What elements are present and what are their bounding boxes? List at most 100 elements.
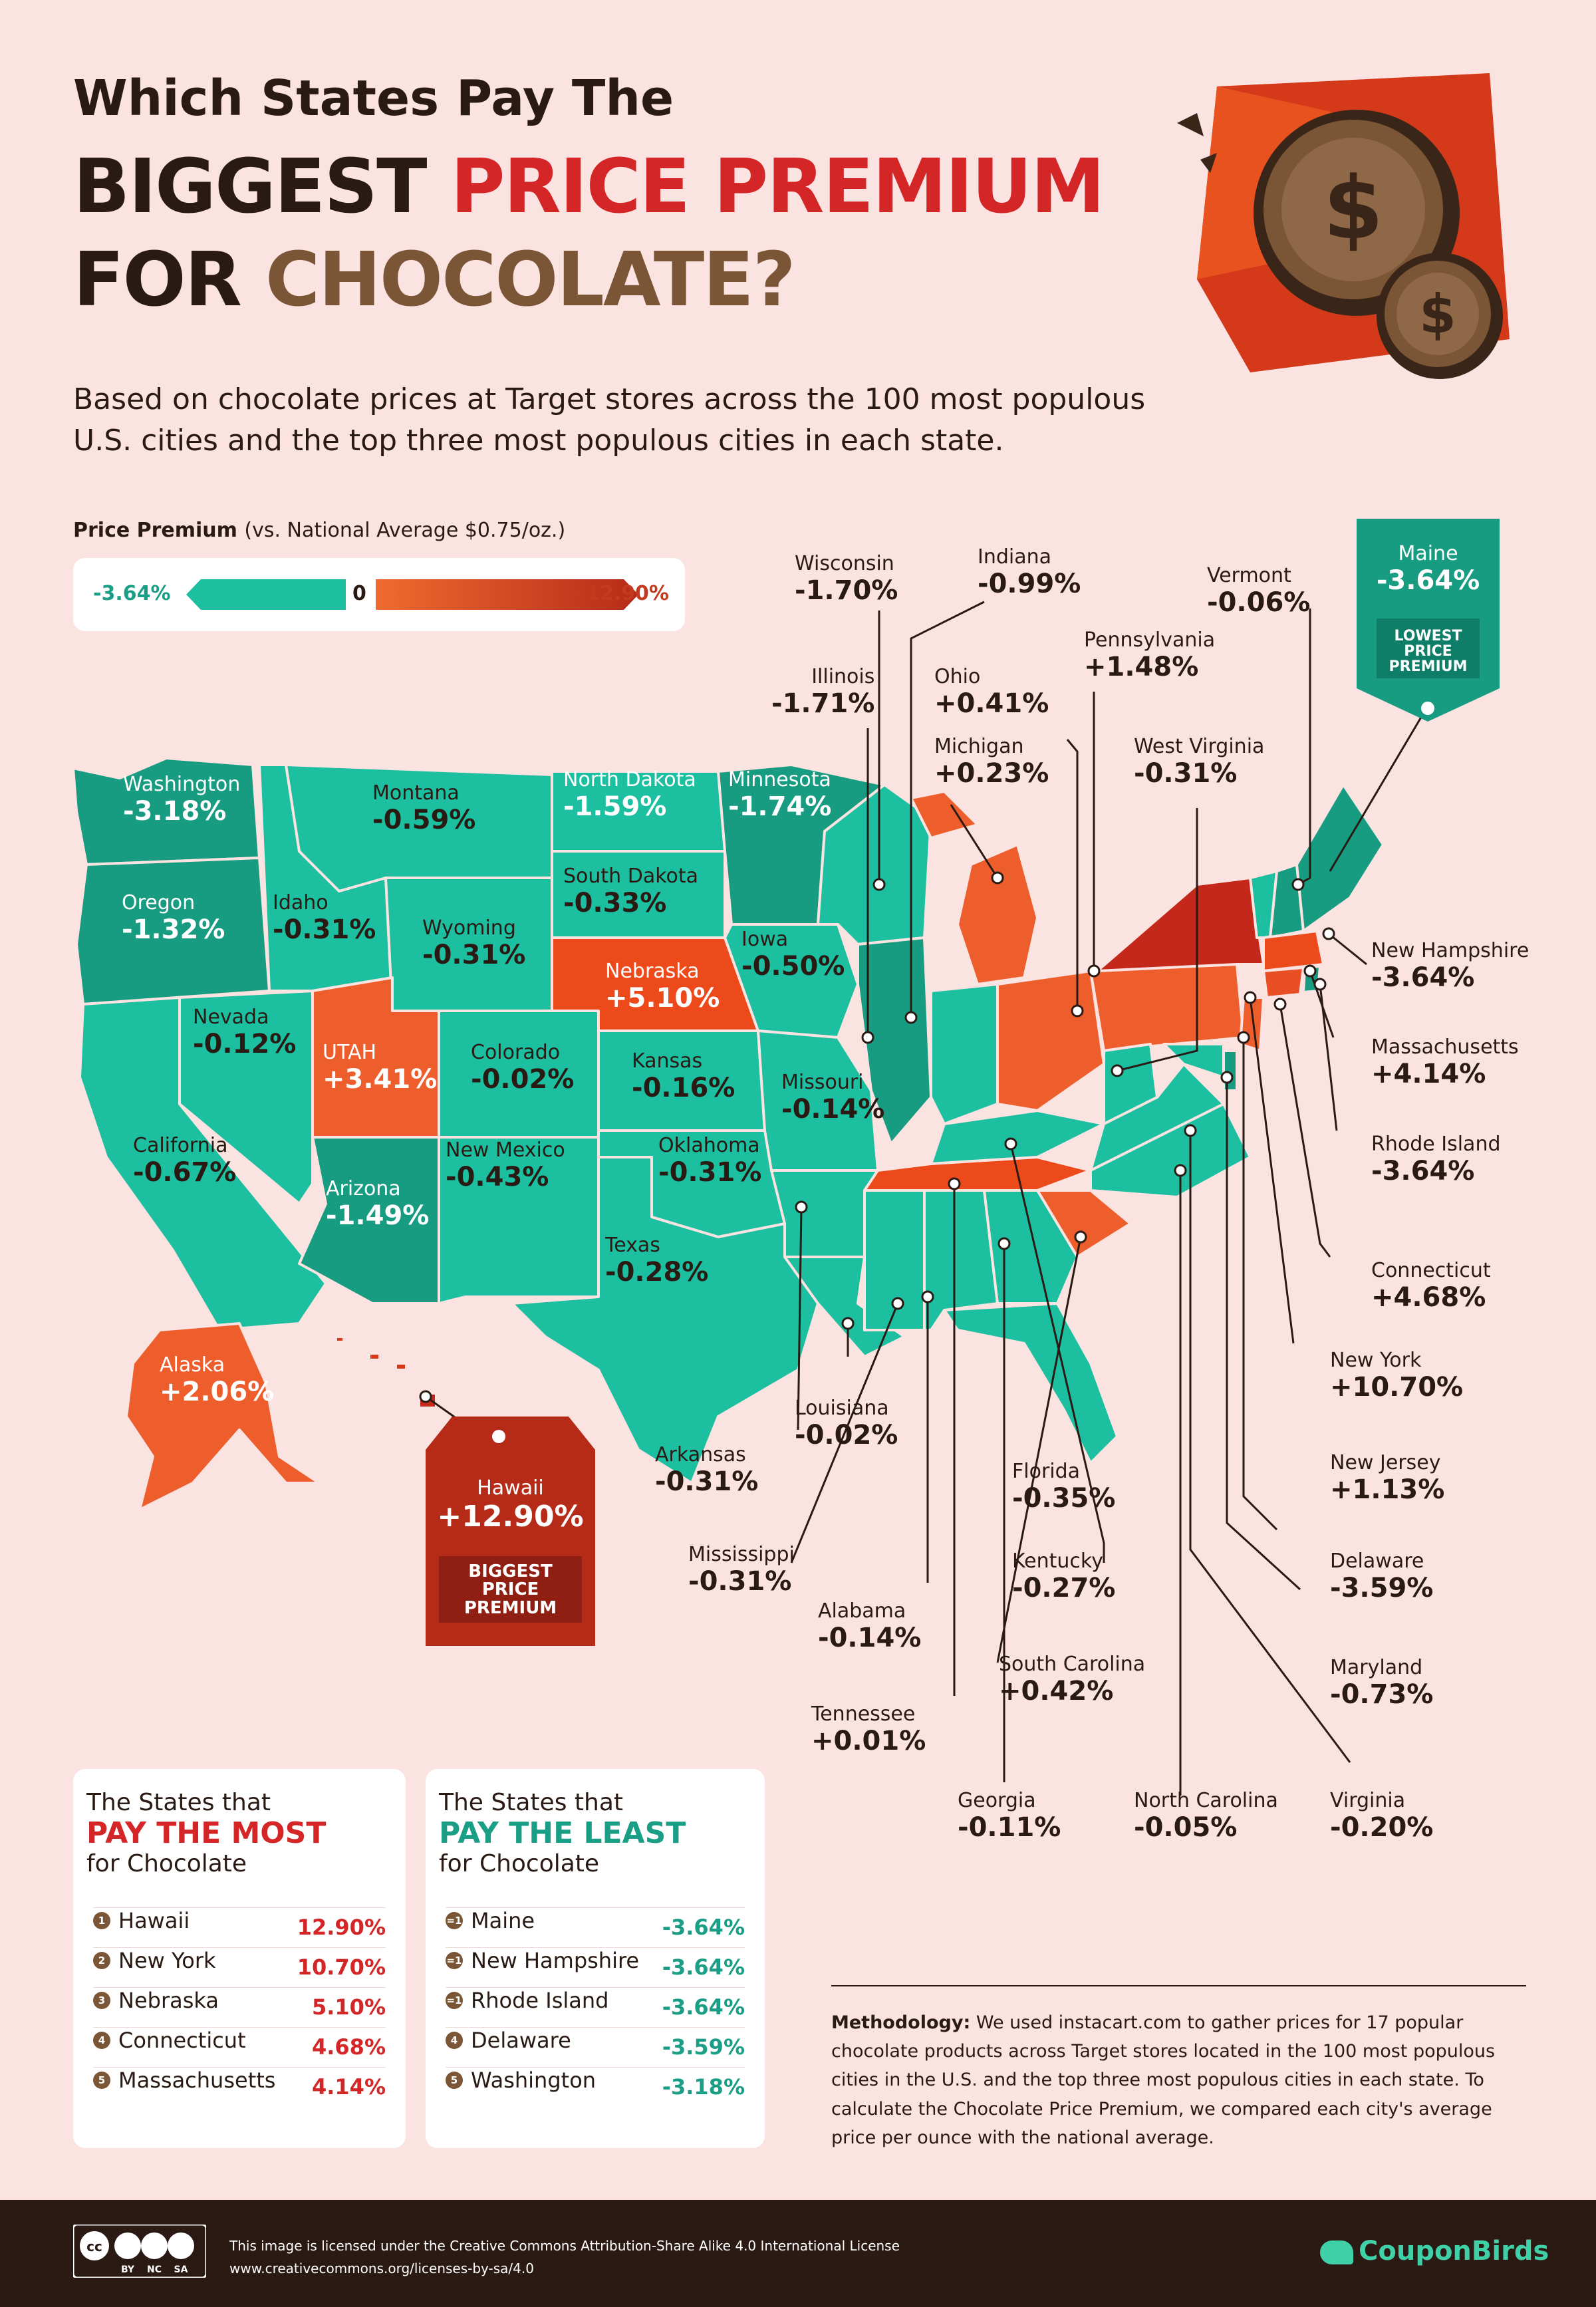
state-new-york — [1096, 877, 1265, 972]
legend-scale: -3.64% 0 +12.90% — [73, 558, 685, 631]
leader-line — [790, 1303, 899, 1563]
card-pay-most: The States that PAY THE MOST for Chocola… — [73, 1769, 406, 2148]
state-tennessee — [863, 1156, 1092, 1192]
label-wisconsin: Wisconsin -1.70% — [795, 552, 898, 606]
leader-dot — [1322, 927, 1335, 940]
label-pennsylvania: Pennsylvania +1.48% — [1084, 628, 1216, 682]
legend-teal-arrow — [186, 579, 346, 610]
leader-dot — [1291, 878, 1305, 891]
label-texas: Texas -0.28% — [605, 1234, 709, 1288]
label-louisiana: Louisiana -0.02% — [795, 1397, 898, 1450]
state-texas — [511, 1156, 819, 1484]
label-montana: Montana -0.59% — [372, 781, 476, 835]
label-nebraska: Nebraska +5.10% — [605, 960, 720, 1014]
label-kentucky: Kentucky -0.27% — [1012, 1550, 1116, 1603]
label-indiana: Indiana -0.99% — [978, 545, 1081, 599]
leader-dot — [1220, 1071, 1234, 1084]
cc-license-icon: cc BY NC SA — [73, 2225, 206, 2278]
leader-line — [996, 1236, 1082, 1663]
label-idaho: Idaho -0.31% — [273, 891, 376, 945]
label-hawaii: Hawaii +12.90% — [437, 1476, 584, 1534]
state-delaware — [1222, 1049, 1238, 1092]
label-oregon: Oregon -1.32% — [122, 891, 225, 945]
leader-dot — [1174, 1164, 1187, 1177]
label-washington: Washington -3.18% — [123, 773, 241, 827]
state-massachusetts — [1262, 930, 1325, 972]
leader-dot — [419, 1390, 432, 1403]
leader-dot — [861, 1031, 874, 1044]
state-illinois — [857, 936, 932, 1145]
label-rhode-island: Rhode Island -3.64% — [1371, 1133, 1501, 1186]
label-alaska: Alaska +2.06% — [160, 1353, 275, 1407]
sa-icon — [168, 2233, 194, 2259]
leader-line — [1249, 997, 1295, 1344]
leader-dot — [1303, 964, 1317, 978]
list-item: 4 Connecticut 4.68% — [93, 2027, 386, 2065]
label-colorado: Colorado -0.02% — [471, 1041, 575, 1095]
tag-hole-icon — [1421, 702, 1434, 715]
state-florida — [943, 1302, 1119, 1464]
title-line-2: BIGGEST PRICE PREMIUM — [73, 144, 1105, 230]
title-line-3: FOR CHOCOLATE? — [73, 237, 796, 323]
state-maine — [1295, 783, 1385, 932]
leader-dot — [841, 1317, 855, 1330]
leader-dot — [921, 1290, 934, 1303]
label-massachusetts: Massachusetts +4.14% — [1371, 1035, 1519, 1089]
label-new-mexico: New Mexico -0.43% — [446, 1139, 565, 1192]
leader-dot — [1184, 1124, 1197, 1137]
state-north-carolina — [1089, 1103, 1252, 1198]
label-kansas: Kansas -0.16% — [632, 1049, 735, 1103]
label-arkansas: Arkansas -0.31% — [655, 1443, 759, 1497]
leader-line — [1226, 1077, 1301, 1591]
leader-dot — [948, 1177, 961, 1190]
leader-line — [1117, 808, 1198, 1072]
leader-dot — [1313, 978, 1327, 991]
chocolate-crumb — [1177, 113, 1204, 136]
leader-dot — [1237, 1031, 1250, 1044]
methodology-divider — [831, 1985, 1526, 1986]
leader-dot — [1111, 1064, 1124, 1077]
state-virginia — [1089, 1063, 1225, 1172]
label-south-carolina: South Carolina +0.42% — [999, 1653, 1146, 1706]
label-new-york: New York +10.70% — [1330, 1349, 1464, 1403]
label-delaware: Delaware -3.59% — [1330, 1550, 1434, 1603]
label-north-carolina: North Carolina -0.05% — [1134, 1789, 1278, 1843]
leader-dot — [1087, 964, 1101, 978]
state-michigan-upper — [910, 790, 979, 839]
cc-label-sa: SA — [174, 2264, 188, 2275]
leader-dot — [904, 1011, 918, 1024]
label-utah: UTAH +3.41% — [323, 1041, 438, 1095]
list-item: =1 New Hampshire -3.64% — [446, 1947, 745, 1985]
leader-dot — [1244, 991, 1257, 1004]
us-map — [72, 519, 1500, 1796]
label-nevada: Nevada -0.12% — [193, 1006, 297, 1059]
card-pay-least: The States that PAY THE LEAST for Chocol… — [426, 1769, 765, 2148]
label-connecticut: Connecticut +4.68% — [1371, 1259, 1491, 1313]
license-url[interactable]: www.creativecommons.org/licenses-by-sa/4… — [229, 2260, 534, 2276]
leader-dot — [1074, 1230, 1087, 1244]
leader-dot — [1273, 998, 1287, 1011]
cc-label-nc: NC — [147, 2264, 162, 2275]
leader-line — [1319, 984, 1338, 1131]
by-icon — [114, 2233, 141, 2259]
leader-line — [1189, 1131, 1351, 1763]
state-pennsylvania — [1089, 963, 1245, 1052]
label-alabama: Alabama -0.14% — [818, 1599, 922, 1653]
label-illinois: Illinois -1.71% — [771, 665, 875, 719]
state-michigan — [956, 843, 1039, 986]
legend-max: +12.90% — [569, 582, 669, 605]
label-california: California -0.67% — [133, 1134, 237, 1188]
dollar-sign-icon: $ — [1419, 283, 1456, 345]
label-ohio: Ohio +0.41% — [934, 665, 1049, 719]
legend: Price Premium (vs. National Average $0.7… — [73, 519, 685, 631]
leader-dot — [1071, 1004, 1084, 1018]
title-line-1: Which States Pay The — [73, 70, 674, 127]
leader-dot — [891, 1297, 904, 1310]
state-connecticut — [1262, 966, 1305, 999]
label-new-jersey: New Jersey +1.13% — [1330, 1451, 1445, 1505]
label-georgia: Georgia -0.11% — [958, 1789, 1061, 1843]
state-arkansas — [770, 1169, 879, 1258]
chocolate-coin-illustration: $ $ — [1177, 73, 1510, 379]
hawaii-tag-label: BIGGEST PRICE PREMIUM — [464, 1561, 557, 1618]
label-vermont: Vermont -0.06% — [1207, 564, 1311, 618]
